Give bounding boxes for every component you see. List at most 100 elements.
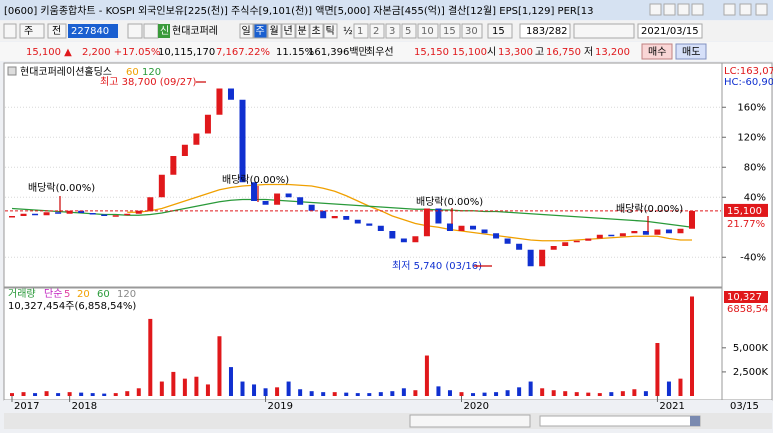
tab-button[interactable] (309, 23, 324, 39)
count-select[interactable] (487, 23, 513, 39)
candle (274, 193, 281, 205)
volume-bar (690, 296, 694, 396)
last-volume: 10,327 (727, 292, 762, 303)
candle (516, 243, 523, 250)
interval-button[interactable] (439, 23, 461, 39)
candle (262, 201, 269, 205)
volume-bar (252, 384, 257, 396)
volume-bar (424, 355, 429, 396)
date: 2021/03/15 (641, 26, 699, 37)
candle (308, 204, 315, 211)
legend-entry: 120 (142, 67, 161, 78)
menu-button[interactable] (3, 23, 17, 39)
interval-button[interactable] (353, 23, 369, 39)
range-box (519, 23, 571, 39)
volume-bar (102, 393, 107, 396)
tab: 틱 (326, 25, 335, 37)
volume-bar (471, 393, 476, 396)
interval-button[interactable] (401, 23, 417, 39)
volume-bar (182, 378, 187, 396)
annotation: 배당락(0.00%) (616, 203, 683, 215)
tab-button[interactable] (323, 23, 338, 39)
window-icons[interactable] (649, 3, 768, 16)
open: 13,300 (498, 47, 533, 58)
range: 183/282 (526, 26, 568, 37)
sell-button[interactable] (675, 43, 707, 60)
prev-button[interactable] (143, 23, 159, 39)
tab-button[interactable] (253, 23, 268, 39)
candle (66, 210, 73, 214)
legend-name: 현대코퍼레이션홀딩스 (20, 65, 112, 78)
buy-button[interactable] (641, 43, 673, 60)
candle (285, 193, 292, 198)
tab-button[interactable] (239, 23, 254, 39)
candle (89, 213, 96, 215)
interval-button[interactable] (385, 23, 401, 39)
volume-bar (125, 391, 130, 396)
candle (400, 238, 407, 243)
candle (665, 229, 672, 234)
tool-icons[interactable] (573, 23, 635, 39)
candle (596, 234, 603, 239)
tab: 주 (256, 26, 265, 37)
open-label: 시 (487, 46, 496, 58)
volume-bar (217, 336, 222, 396)
volume-bar (228, 367, 233, 396)
candle (135, 210, 142, 214)
x-tick-label: 03/15 (730, 401, 759, 412)
candle (619, 233, 626, 237)
right-axis (721, 62, 773, 401)
tab-button[interactable] (295, 23, 310, 39)
all-button[interactable] (47, 23, 67, 39)
y-tick-label: 5,000K (733, 343, 769, 354)
title-bar (0, 0, 773, 20)
y-tick-label: 80% (744, 162, 766, 173)
volume-bar (240, 381, 245, 396)
tab: 월 (270, 25, 279, 37)
half[interactable]: ½ (343, 25, 353, 37)
interval-button[interactable] (369, 23, 385, 39)
volume-bar (494, 392, 499, 396)
hc-label: HC:-60,90 (724, 77, 773, 88)
y-tick-label: 2,500K (733, 367, 769, 378)
volume-legend: 단순 (44, 288, 62, 300)
volume-bar (79, 392, 84, 396)
volume-bar (194, 376, 199, 396)
candle (377, 225, 384, 231)
low-label: 저 (584, 46, 593, 58)
volume-bar (643, 391, 648, 396)
x-tick-label: 2017 (14, 401, 39, 412)
volume-legend: 120 (117, 289, 136, 300)
candle (354, 219, 361, 224)
window-title: [0600] 키움종합차트 - KOSPI 외국인보유[225(천)] 주식수[… (4, 5, 593, 17)
scroll-thumb[interactable] (690, 416, 700, 426)
legend-entry: 60 (126, 67, 139, 78)
search-button[interactable] (127, 23, 143, 39)
panel-icon[interactable] (7, 66, 17, 76)
y-tick-label: 160% (737, 102, 766, 113)
code-input[interactable] (68, 24, 118, 38)
period: 주 (24, 26, 33, 37)
candle (227, 88, 234, 100)
tab-button[interactable] (281, 23, 296, 39)
change: 2,200 +17.05% (82, 47, 160, 58)
candle (527, 249, 534, 267)
moving-average (127, 183, 692, 242)
buy: 매수 (648, 46, 666, 58)
volume-legend: 60 (97, 289, 110, 300)
interval-button[interactable] (461, 23, 483, 39)
scroll-controls[interactable] (409, 414, 531, 428)
period-select[interactable] (19, 23, 45, 39)
volume-bar (586, 392, 591, 396)
volume-bar (540, 388, 545, 396)
candle (239, 99, 246, 183)
interval-button[interactable] (417, 23, 439, 39)
scroll-track[interactable] (539, 415, 701, 427)
date-box[interactable] (637, 23, 703, 39)
best: 최우선 (366, 46, 394, 58)
tab-button[interactable] (267, 23, 282, 39)
new-badge[interactable] (158, 24, 170, 38)
candle (470, 225, 477, 230)
